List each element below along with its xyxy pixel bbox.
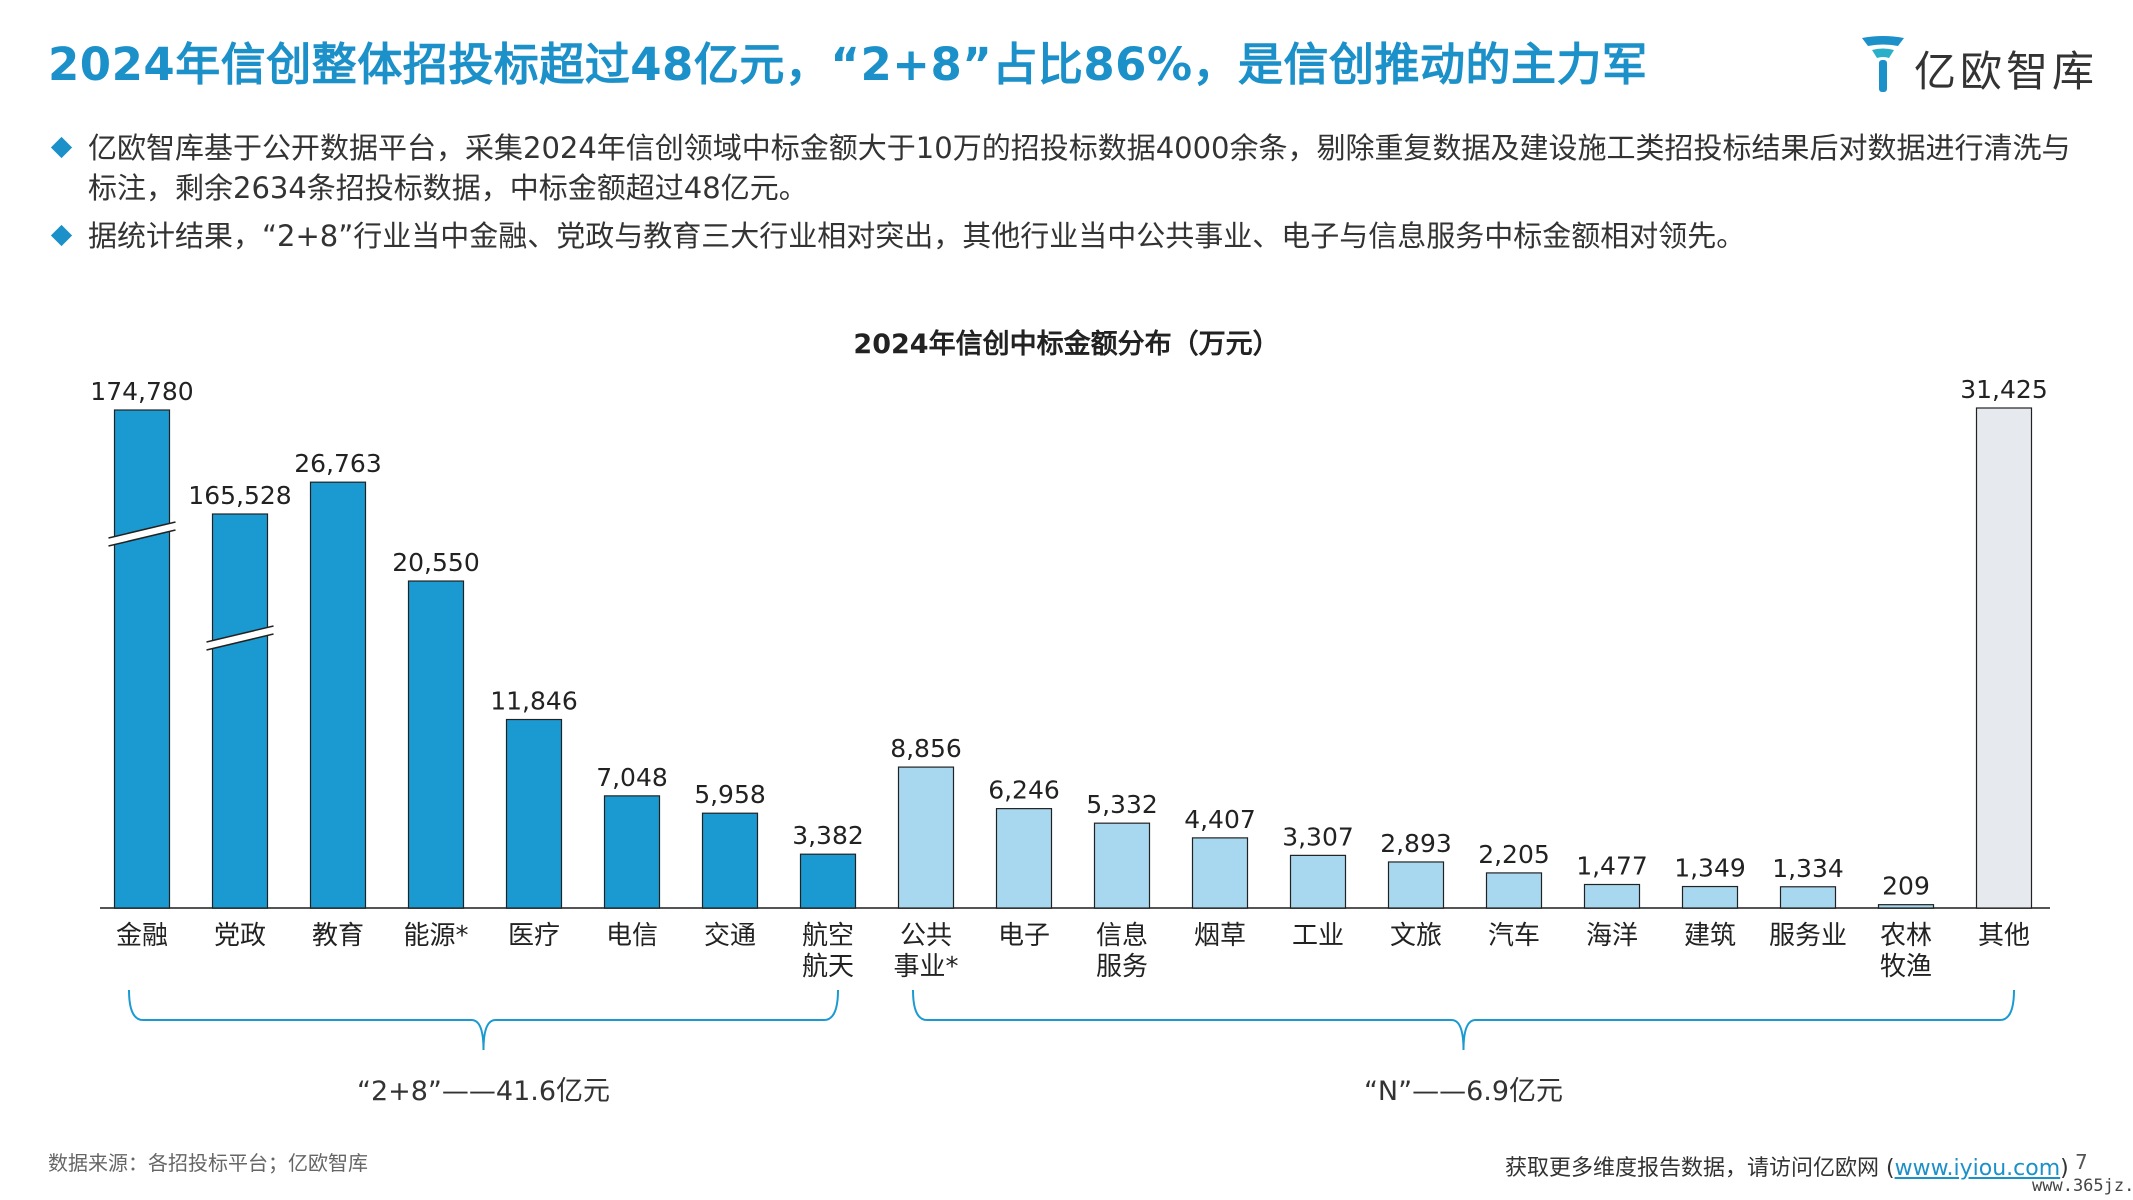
bar — [1681, 885, 1739, 909]
category-label: 信息 — [1096, 921, 1148, 951]
data-label: 209 — [1882, 872, 1930, 901]
bar — [113, 409, 171, 909]
category-label: 医疗 — [508, 921, 560, 951]
data-label: 31,425 — [1960, 375, 2047, 404]
bar — [701, 812, 759, 909]
data-label: 2,893 — [1380, 829, 1452, 858]
category-label: 牧渔 — [1880, 952, 1932, 982]
chart-title: 2024年信创中标金额分布（万元） — [853, 329, 1280, 360]
axis-break-line — [206, 633, 274, 651]
bullet-text: 据统计结果，“2+8”行业当中金融、党政与教育三大行业相对突出，其他行业当中公共… — [88, 219, 1746, 253]
bar — [1093, 822, 1151, 909]
data-label: 11,846 — [490, 687, 577, 716]
logo-text: 亿欧智库 — [1914, 47, 2099, 96]
bar — [211, 513, 269, 909]
category-label: 其他 — [1978, 921, 2030, 951]
data-label: 3,382 — [792, 821, 864, 850]
page-number: 7 — [2075, 1150, 2088, 1174]
data-label: 5,332 — [1086, 790, 1158, 819]
bar — [1877, 904, 1935, 909]
category-label: 文旅 — [1390, 921, 1442, 951]
category-label: 航空 — [802, 921, 854, 951]
bar — [1387, 861, 1445, 909]
category-label: 服务 — [1096, 952, 1148, 982]
category-label: 事业* — [893, 952, 958, 982]
category-label: 海洋 — [1586, 921, 1638, 951]
bar — [1191, 837, 1249, 909]
bullet-item: 据统计结果，“2+8”行业当中金融、党政与教育三大行业相对突出，其他行业当中公共… — [48, 216, 2088, 256]
footer-more-suffix: ) — [2060, 1156, 2069, 1181]
category-label: 交通 — [704, 921, 756, 951]
footer-more-prefix: 获取更多维度报告数据，请访问亿欧网 ( — [1505, 1156, 1895, 1181]
category-label: 工业 — [1292, 921, 1344, 951]
axis-break-gap — [108, 522, 176, 546]
group-bracket — [128, 989, 839, 1051]
category-label: 电信 — [606, 921, 658, 951]
bar — [799, 853, 857, 909]
category-label: 公共 — [900, 921, 952, 951]
bullet-list: 亿欧智库基于公开数据平台，采集2024年信创领域中标金额大于10万的招投标数据4… — [48, 128, 2088, 264]
data-label: 5,958 — [694, 780, 766, 809]
bar — [897, 766, 955, 909]
logo-mark-icon — [1862, 36, 1904, 92]
bullet-text: 亿欧智库基于公开数据平台，采集2024年信创领域中标金额大于10万的招投标数据4… — [88, 131, 2071, 205]
category-label: 服务业 — [1769, 921, 1847, 951]
bar — [1485, 872, 1543, 909]
category-label: 烟草 — [1194, 921, 1246, 951]
bar — [407, 580, 465, 909]
data-label: 20,550 — [392, 548, 479, 577]
data-source: 数据来源：各招投标平台；亿欧智库 — [48, 1151, 368, 1175]
site-link[interactable]: www.iyiou.com — [1894, 1156, 2061, 1181]
category-label: 党政 — [214, 921, 266, 951]
category-label: 农林 — [1880, 921, 1932, 951]
axis-break-gap — [206, 626, 274, 650]
watermark: www.365jz.com — [2032, 1176, 2133, 1196]
data-label: 8,856 — [890, 734, 962, 763]
bar — [995, 808, 1053, 909]
data-label: 2,205 — [1478, 840, 1550, 869]
category-label: 电子 — [998, 921, 1050, 951]
bar — [1975, 407, 2033, 909]
group-label: “2+8”——41.6亿元 — [357, 1076, 610, 1107]
bullet-item: 亿欧智库基于公开数据平台，采集2024年信创领域中标金额大于10万的招投标数据4… — [48, 128, 2088, 208]
category-label: 建筑 — [1684, 921, 1736, 951]
data-label: 174,780 — [90, 377, 193, 406]
axis-break-line — [108, 521, 176, 539]
data-label: 1,477 — [1576, 851, 1648, 880]
category-label: 航天 — [802, 952, 854, 982]
axis-break-line — [206, 625, 274, 643]
bar — [1779, 886, 1837, 909]
category-label: 金融 — [116, 921, 168, 951]
category-label: 教育 — [312, 921, 364, 951]
page-title: 2024年信创整体招投标超过48亿元，“2+8”占比86%，是信创推动的主力军 — [48, 38, 1648, 91]
data-label: 4,407 — [1184, 805, 1256, 834]
data-label: 3,307 — [1282, 822, 1354, 851]
logo: 亿欧智库 — [1858, 30, 2098, 100]
bar — [603, 795, 661, 909]
bar — [1289, 854, 1347, 909]
group-bracket — [912, 989, 2015, 1051]
category-label: 汽车 — [1488, 921, 1540, 951]
bar-chart: 174,780 金融 165,528 党政 26,763 教育 20,550 能源* 11,84… — [90, 375, 2050, 1107]
data-label: 1,334 — [1772, 854, 1844, 883]
bar — [309, 481, 367, 909]
bar — [505, 718, 563, 909]
footer-more: 获取更多维度报告数据，请访问亿欧网 (www.iyiou.com) — [1505, 1150, 2069, 1182]
axis-break-line — [108, 529, 176, 547]
data-label: 26,763 — [294, 449, 381, 478]
data-label: 6,246 — [988, 776, 1060, 805]
bar — [1583, 883, 1641, 909]
data-label: 7,048 — [596, 763, 668, 792]
group-label: “N”——6.9亿元 — [1364, 1076, 1563, 1107]
category-label: 能源* — [403, 921, 468, 951]
data-label: 165,528 — [188, 481, 291, 510]
data-label: 1,349 — [1674, 854, 1746, 883]
